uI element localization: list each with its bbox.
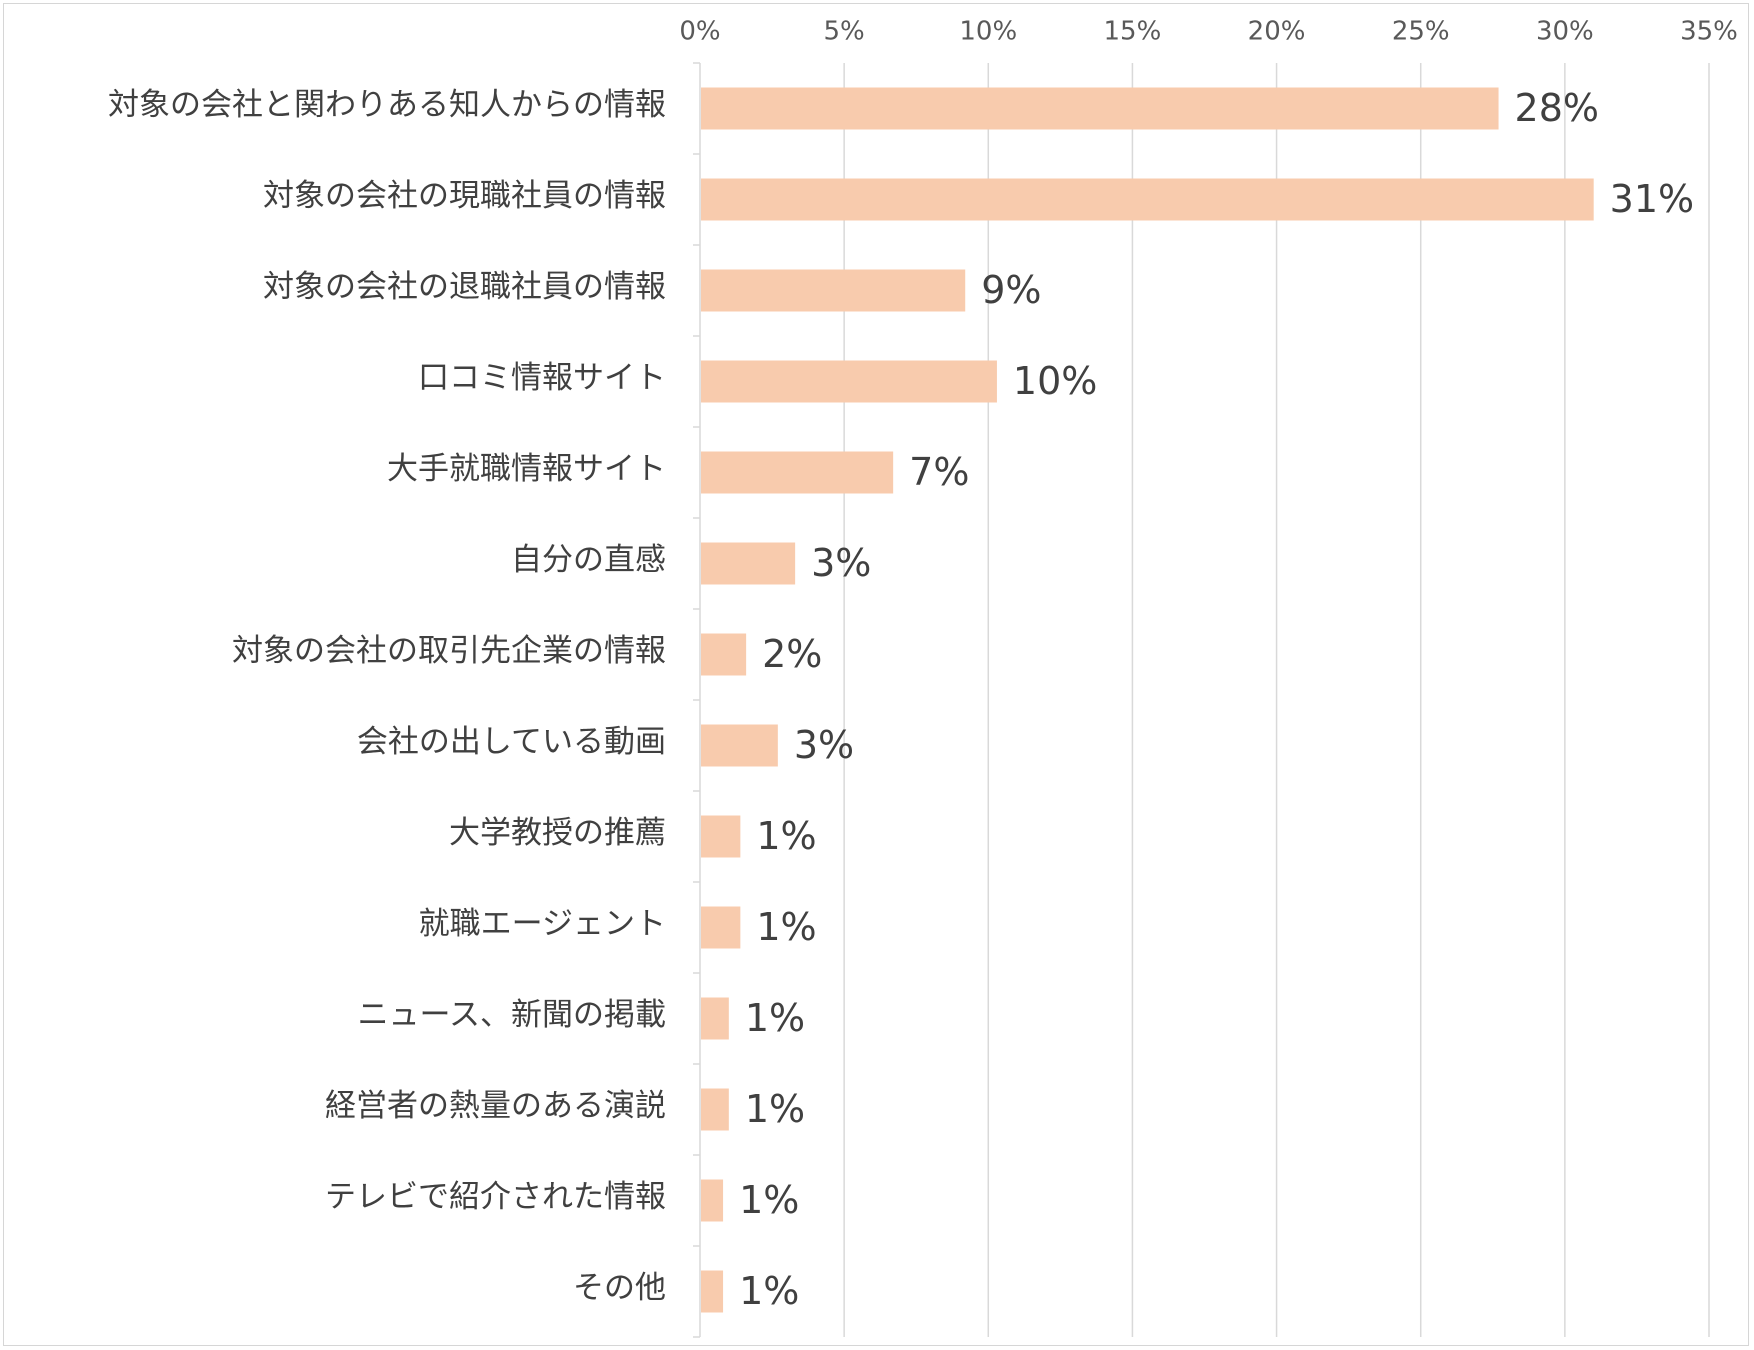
data-label: 10%: [1013, 359, 1097, 403]
x-tick-label: 15%: [1104, 17, 1162, 47]
data-label: 7%: [909, 450, 969, 494]
category-label: 大学教授の推薦: [449, 815, 666, 851]
x-tick-label: 0%: [679, 17, 720, 47]
chart-frame: [3, 3, 1749, 1346]
bar: [701, 269, 966, 312]
x-tick-label: 20%: [1248, 17, 1306, 47]
category-label: テレビで紹介された情報: [325, 1179, 666, 1215]
data-label: 3%: [811, 541, 871, 585]
data-label: 1%: [739, 1269, 799, 1313]
data-label: 9%: [981, 268, 1041, 312]
category-label: 自分の直感: [511, 542, 666, 578]
bar: [701, 87, 1499, 130]
bar: [701, 633, 747, 676]
category-label: 対象の会社の退職社員の情報: [263, 269, 666, 305]
category-label: 対象の会社の取引先企業の情報: [232, 633, 666, 669]
bar: [701, 178, 1594, 221]
data-label: 1%: [756, 905, 816, 949]
data-label: 1%: [739, 1178, 799, 1222]
bar: [701, 1179, 724, 1222]
x-tick-label: 35%: [1680, 17, 1738, 47]
bar: [701, 1270, 724, 1313]
x-tick-label: 25%: [1392, 17, 1450, 47]
bar: [701, 906, 741, 949]
x-tick-label: 5%: [824, 17, 865, 47]
bar: [701, 724, 778, 767]
data-label: 28%: [1515, 86, 1599, 130]
category-label: 対象の会社の現職社員の情報: [263, 178, 666, 214]
category-label: 会社の出している動画: [357, 724, 666, 760]
category-label: 経営者の熱量のある演説: [325, 1088, 666, 1124]
x-tick-label: 10%: [959, 17, 1017, 47]
bar: [701, 451, 894, 494]
bar: [701, 360, 997, 403]
category-label: 就職エージェント: [419, 906, 666, 942]
category-label: 対象の会社と関わりある知人からの情報: [108, 87, 666, 123]
data-label: 1%: [756, 814, 816, 858]
data-label: 2%: [762, 632, 822, 676]
bar: [701, 542, 796, 585]
data-label: 1%: [745, 1087, 805, 1131]
category-label: ニュース、新聞の掲載: [358, 997, 666, 1033]
category-label: 大手就職情報サイト: [387, 451, 666, 487]
category-label: その他: [573, 1270, 666, 1306]
bar: [701, 815, 741, 858]
data-label: 3%: [794, 723, 854, 767]
category-label: 口コミ情報サイト: [418, 360, 666, 396]
data-label: 1%: [745, 996, 805, 1040]
bar: [701, 1088, 729, 1131]
bar: [701, 997, 729, 1040]
x-tick-label: 30%: [1536, 17, 1594, 47]
data-label: 31%: [1610, 177, 1694, 221]
